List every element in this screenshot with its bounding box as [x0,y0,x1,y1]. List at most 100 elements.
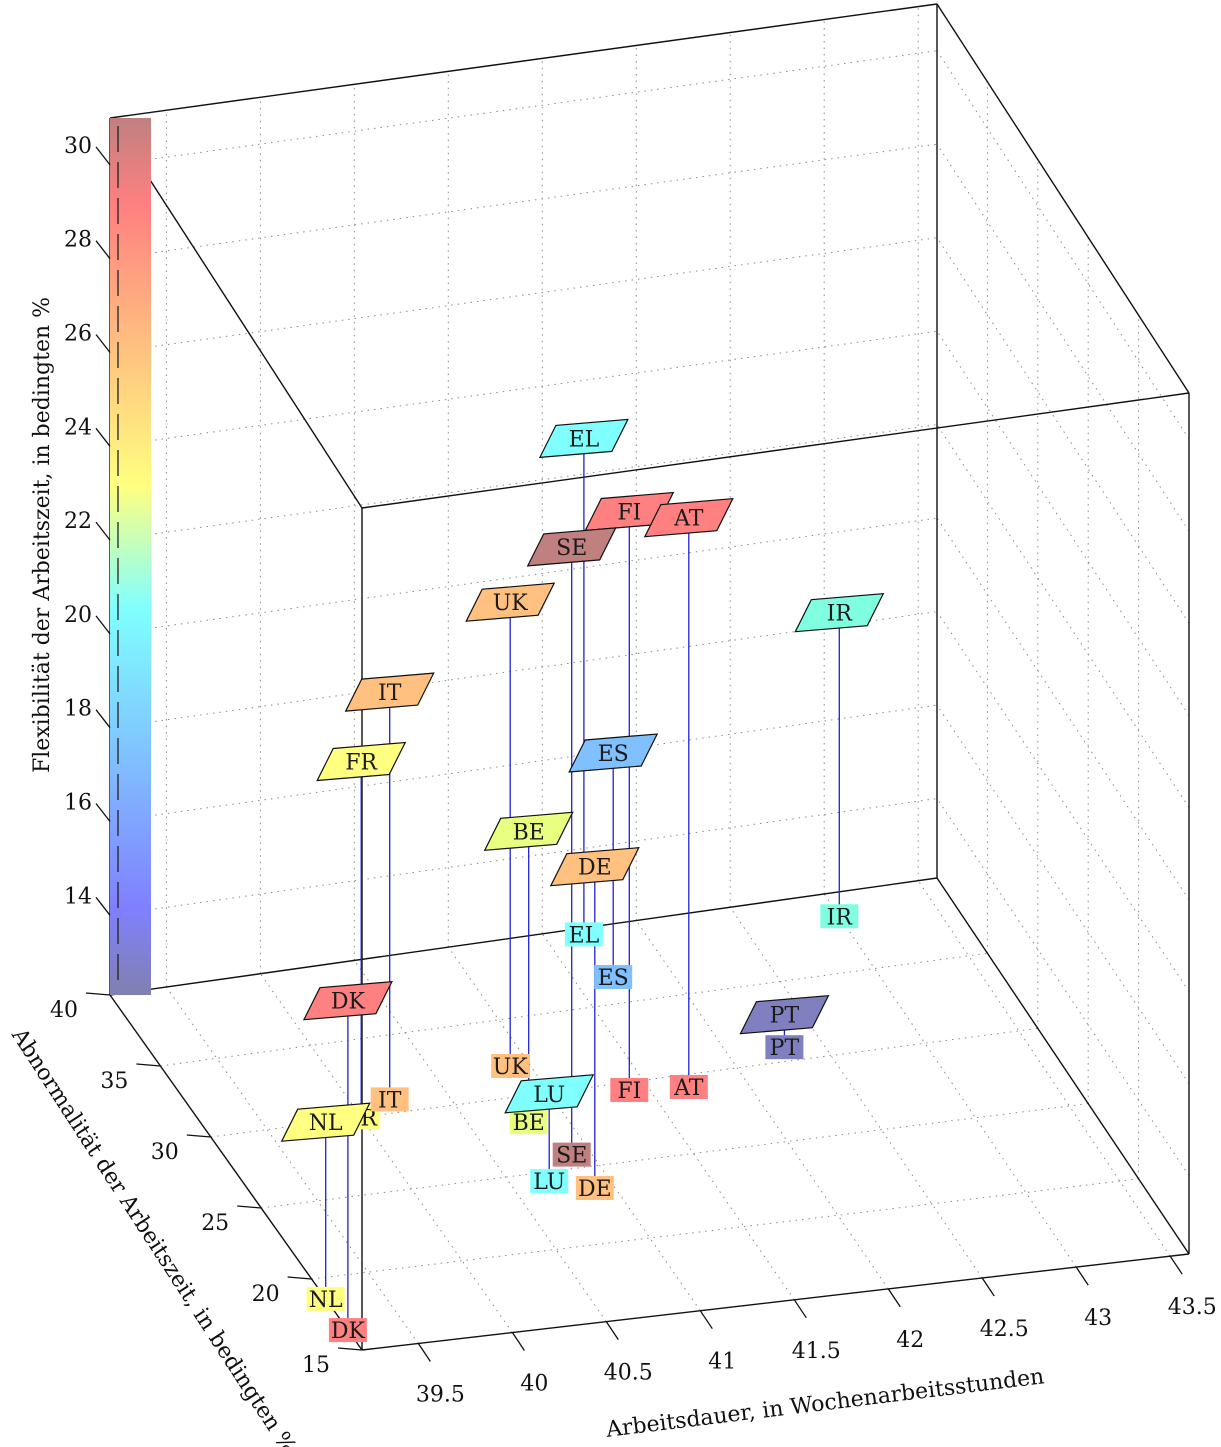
box-edge [936,3,1190,394]
z-tick-label: 14 [64,884,92,909]
z-tick [95,427,111,447]
z-tick [95,896,111,916]
z-tick [95,803,111,822]
floor-grid-x [635,920,889,1290]
y-tick [136,1063,161,1067]
floor-grid-x [353,960,607,1322]
back-grid-z [109,424,938,541]
floor-label-es: ES [594,965,633,991]
floor-label-text: EL [569,923,600,948]
x-tick [511,1332,525,1351]
floor-grid-x [541,933,795,1301]
box-edge [109,117,363,509]
point-marker-shape [302,981,393,1021]
back-grid-z [109,798,938,916]
floor-grid-x [823,893,1077,1268]
point-marker-label: ES [598,742,629,767]
floor-label-bg [594,965,633,989]
point-marker-el: EL [538,418,629,459]
y-tick-label: 40 [50,998,78,1023]
floor-grid-y [311,1178,1139,1280]
x-tick-label: 40.5 [604,1361,653,1386]
point-marker-shape [316,741,407,782]
back-grid-z [109,517,938,635]
x-tick [793,1299,807,1319]
point-marker-dk: DK [302,981,393,1021]
floor-label-uk: UK [491,1054,530,1080]
floor-label-at: AT [669,1075,708,1101]
point-marker-shape [568,733,659,773]
y-tick-label: 20 [252,1282,280,1307]
floor-label-bg [552,1142,591,1167]
floor-label-text: DE [578,1177,612,1202]
floor-label-text: DK [331,1319,366,1344]
x-tick [887,1288,901,1308]
point-marker-label: NL [309,1111,343,1136]
z-tick [95,615,111,635]
floor-label-bg [820,904,859,929]
point-marker-label: LU [533,1083,565,1108]
x-tick-label: 40 [520,1372,548,1397]
point-marker-label: DE [578,856,612,881]
point-marker-label: IT [378,681,402,706]
point-marker-nl: NL [280,1102,371,1142]
back-grid-z [109,50,938,166]
point-marker-lu: LU [504,1074,595,1114]
x-axis-title: Arbeitsdauer, in Wochenarbeitsstunden [604,1364,1046,1443]
z-tick-label: 20 [64,603,92,628]
point-marker-pt: PT [739,995,830,1035]
floor-label-bg [370,1087,409,1112]
floor-label-el: EL [564,922,603,948]
point-marker-shape [344,672,435,712]
floor-label-bg [491,1054,530,1078]
floor-label-text: BE [513,1111,545,1136]
plot-box [109,3,1190,1351]
stems [325,438,840,1331]
point-marker-label: DK [331,990,366,1015]
floor-label-text: SE [556,1144,587,1169]
point-marker-shape [538,418,629,459]
y-tick [237,1205,262,1209]
floor-label-bg [575,1176,614,1200]
box-edge [109,877,938,996]
point-marker-label: FI [617,501,641,526]
floor-label-bg [765,1035,804,1060]
y-tick-label: 35 [100,1069,128,1094]
back-grid-z [109,330,938,447]
point-marker-shape [549,847,640,887]
point-marker-de: DE [549,847,640,887]
floor-label-bg [306,1286,345,1311]
point-marker-shape [739,995,830,1035]
point-marker-se: SE [526,527,617,567]
box-edge [361,392,1190,509]
point-marker-be: BE [483,811,574,851]
point-marker-shape [526,527,617,567]
x-tick [1075,1266,1089,1286]
floor-label-fi: FI [610,1078,649,1104]
x-tick-label: 43.5 [1168,1295,1217,1320]
point-marker-uk: UK [465,582,556,622]
y-tick-label: 25 [201,1211,229,1236]
axis-titles: Arbeitsdauer, in Wochenarbeitsstunden Ab… [6,297,1046,1447]
point-marker-label: EL [569,427,600,452]
z-tick [95,521,111,541]
floor-label-dk: DK [328,1318,367,1344]
floor-label-text: IT [378,1088,402,1113]
floor-grid-x [917,880,1171,1257]
x-tick [1169,1255,1183,1275]
x-tick [699,1310,713,1330]
floor-label-bg [610,1078,649,1102]
point-marker-label: SE [556,536,587,561]
box-edge [936,877,1190,1255]
z-axis-title: Flexibilität der Arbeitszeit, in bedingt… [30,297,55,773]
side-grid-z [936,704,1190,1084]
x-tick-label: 43 [1084,1306,1112,1331]
x-tick-label: 42.5 [980,1317,1029,1342]
point-marker-fi: FI [584,491,675,532]
floor-label-bg [669,1075,708,1099]
floor-grid-y [160,952,988,1067]
side-grid-z [936,143,1190,532]
y-tick-label: 15 [302,1353,330,1378]
z-tick-label: 24 [64,415,92,440]
